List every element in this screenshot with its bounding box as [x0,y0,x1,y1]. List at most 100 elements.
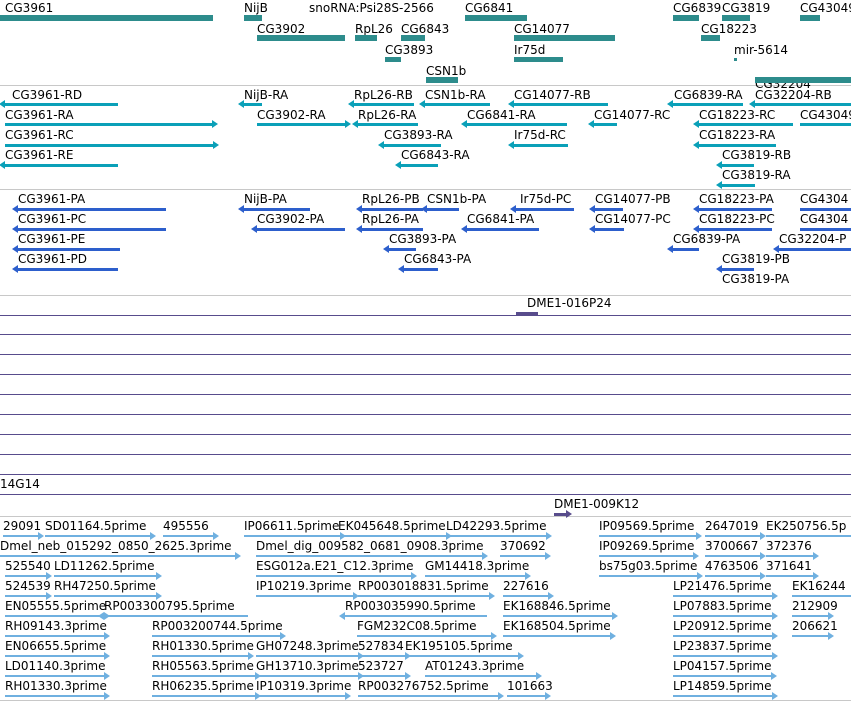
feature-label[interactable]: NijB-PA [244,192,287,206]
feature-glyph[interactable] [766,555,813,557]
feature-label[interactable]: RP003300795.5prime [104,599,235,613]
feature-glyph[interactable] [389,247,416,251]
feature-glyph[interactable] [599,535,696,537]
feature-label[interactable]: CSN1b-RA [425,88,486,102]
feature-glyph[interactable] [355,35,377,41]
feature-glyph[interactable] [5,615,104,617]
feature-glyph[interactable] [426,77,458,83]
feature-label[interactable]: EK045648.5prime [338,519,446,533]
feature-glyph[interactable] [401,163,438,167]
feature-glyph[interactable] [5,655,104,657]
feature-glyph[interactable] [18,207,166,211]
feature-label[interactable]: CG3961-PE [18,232,86,246]
feature-label[interactable]: EK16244 [792,579,846,593]
feature-glyph[interactable] [401,35,425,41]
feature-glyph[interactable] [358,122,418,126]
feature-glyph[interactable] [358,695,498,697]
feature-glyph[interactable] [256,675,358,677]
feature-label[interactable]: 29091 [3,519,42,533]
feature-label[interactable]: NijB [244,1,268,15]
feature-glyph[interactable] [5,675,104,677]
feature-glyph[interactable] [673,247,699,251]
feature-label[interactable]: CG14077 [514,22,570,36]
feature-glyph[interactable] [54,575,156,577]
feature-glyph[interactable] [699,227,772,231]
feature-label[interactable]: CG18223-PA [699,192,774,206]
feature-label[interactable]: RH06235.5prime [152,679,254,693]
feature-glyph[interactable] [722,15,750,21]
feature-label[interactable]: LD42293.5prime [446,519,547,533]
feature-glyph[interactable] [595,227,624,231]
feature-label[interactable]: LP20912.5prime [673,619,772,633]
feature-label[interactable]: LP23837.5prime [673,639,772,653]
feature-label[interactable]: EK250756.5p [766,519,847,533]
feature-glyph[interactable] [755,102,851,106]
feature-glyph[interactable] [244,207,310,211]
feature-glyph[interactable] [256,595,353,597]
feature-glyph[interactable] [152,635,280,637]
feature-label[interactable]: Ir75d-PC [520,192,572,206]
feature-label[interactable]: CG6841-PA [467,212,535,226]
feature-label[interactable]: CG6843-RA [401,148,470,162]
feature-glyph[interactable] [244,535,340,537]
feature-glyph[interactable] [425,675,536,677]
feature-label[interactable]: CSN1b-PA [427,192,487,206]
feature-glyph[interactable] [0,555,235,557]
feature-glyph[interactable] [554,512,566,516]
feature-glyph[interactable] [5,595,46,597]
feature-glyph[interactable] [446,535,546,537]
feature-label[interactable]: EN06655.5prime [5,639,107,653]
feature-label[interactable]: CG6843-PA [404,252,472,266]
feature-label[interactable]: 372376 [766,539,812,553]
feature-label[interactable]: RH09143.3prime [5,619,107,633]
feature-glyph[interactable] [425,575,525,577]
feature-label[interactable]: CG14077-RC [594,108,671,122]
feature-label[interactable]: RH05563.5prime [152,659,254,673]
feature-glyph[interactable] [256,655,358,657]
feature-glyph[interactable] [467,122,567,126]
feature-glyph[interactable] [385,56,401,62]
feature-label[interactable]: CG32204-P [779,232,847,246]
feature-glyph[interactable] [104,615,248,617]
feature-glyph[interactable] [705,535,760,537]
feature-glyph[interactable] [5,102,118,106]
feature-glyph[interactable] [338,535,446,537]
feature-label[interactable]: LD01140.3prime [5,659,106,673]
feature-label[interactable]: CG18223-RC [699,108,776,122]
feature-glyph[interactable] [404,267,438,271]
feature-glyph[interactable] [54,595,156,597]
feature-label[interactable]: IP06611.5prime [244,519,340,533]
feature-glyph[interactable] [755,77,851,83]
feature-label[interactable]: CG32204-RB [755,88,832,102]
feature-label[interactable]: RP003276752.5prime [358,679,489,693]
feature-glyph[interactable] [405,655,518,657]
feature-label[interactable]: CG3819-RA [722,168,791,182]
feature-label[interactable]: 525540 [5,559,51,573]
feature-glyph[interactable] [673,655,772,657]
feature-glyph[interactable] [345,615,487,617]
feature-glyph[interactable] [705,575,760,577]
feature-label[interactable]: Dmel_neb_015292_0850_2625.3prime [0,539,232,553]
feature-glyph[interactable] [358,655,405,657]
feature-label[interactable]: RP003035990.5prime [345,599,476,613]
feature-glyph[interactable] [599,575,697,577]
feature-label[interactable]: AT01243.3prime [425,659,525,673]
feature-label[interactable]: 527834 [358,639,404,653]
feature-glyph[interactable] [362,207,423,211]
feature-label[interactable]: DME1-016P24 [527,296,612,310]
feature-glyph[interactable] [514,56,563,62]
feature-label[interactable]: RH01330.5prime [152,639,254,653]
feature-label[interactable]: EK195105.5prime [405,639,513,653]
feature-label[interactable]: 371641 [766,559,812,573]
feature-label[interactable]: CG3902-PA [257,212,325,226]
feature-glyph[interactable] [5,163,118,167]
feature-label[interactable]: EK168504.5prime [503,619,611,633]
feature-glyph[interactable] [705,555,760,557]
feature-label[interactable]: CG6839-PA [673,232,741,246]
feature-glyph[interactable] [18,227,166,231]
feature-label[interactable]: IP09269.5prime [599,539,695,553]
feature-label[interactable]: snoRNA:Psi28S-2566 [309,1,434,15]
feature-label[interactable]: EN05555.5prime [5,599,107,613]
feature-glyph[interactable] [152,695,255,697]
feature-glyph[interactable] [800,227,851,231]
